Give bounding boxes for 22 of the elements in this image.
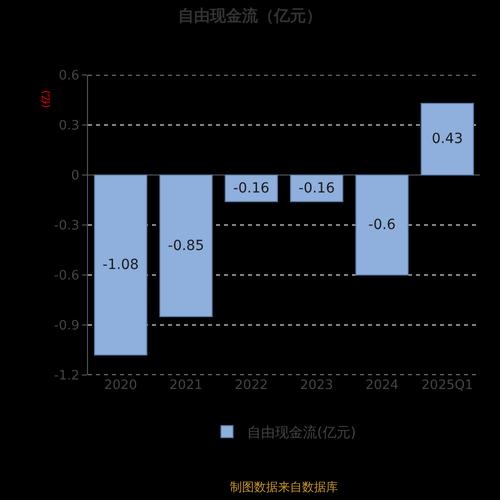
data-label: -0.85: [168, 238, 204, 254]
y-tick-label: 0.3: [58, 118, 80, 134]
y-tick-label: -0.9: [54, 318, 80, 334]
y-axis-title: (亿): [41, 90, 52, 108]
x-tick-label: 2020: [104, 378, 138, 393]
data-label: -0.6: [368, 217, 396, 233]
y-tick-label: 0: [71, 168, 80, 184]
y-tick-label: -0.3: [54, 218, 80, 234]
y-tick-label: 0.6: [58, 68, 80, 84]
text: 制图数据来自数据库: [230, 480, 338, 494]
data-label: -0.16: [233, 180, 270, 196]
x-tick-label: 2025Q1: [422, 378, 474, 393]
x-tick-label: 2021: [169, 378, 203, 393]
data-label: -0.16: [298, 180, 335, 196]
legend-label: 自由现金流(亿元): [247, 425, 356, 442]
x-tick-label: 2024: [365, 378, 399, 393]
x-tick-label: 2022: [234, 378, 268, 393]
data-label: 0.43: [432, 131, 463, 148]
y-tick-label: -0.6: [54, 268, 80, 284]
data-label: -1.08: [102, 257, 139, 273]
y-tick-label: -1.2: [54, 368, 80, 384]
x-tick-label: 2023: [300, 378, 334, 393]
